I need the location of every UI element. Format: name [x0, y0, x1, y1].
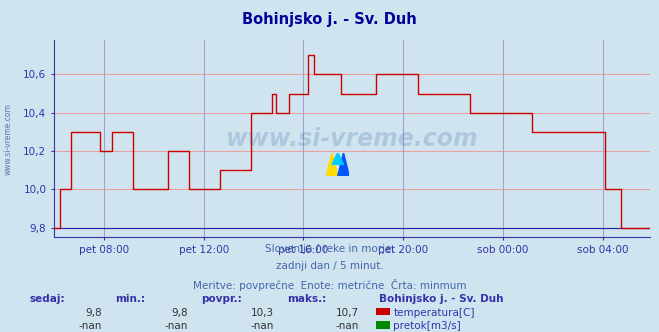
- Text: 9,8: 9,8: [86, 308, 102, 318]
- Text: povpr.:: povpr.:: [201, 294, 242, 304]
- Text: min.:: min.:: [115, 294, 146, 304]
- Text: www.si-vreme.com: www.si-vreme.com: [4, 104, 13, 175]
- Text: -nan: -nan: [79, 321, 102, 331]
- Text: -nan: -nan: [165, 321, 188, 331]
- Text: temperatura[C]: temperatura[C]: [393, 308, 475, 318]
- Polygon shape: [338, 153, 349, 176]
- Text: Slovenija / reke in morje.: Slovenija / reke in morje.: [264, 244, 395, 254]
- Text: pretok[m3/s]: pretok[m3/s]: [393, 321, 461, 331]
- Text: zadnji dan / 5 minut.: zadnji dan / 5 minut.: [275, 261, 384, 271]
- Text: 10,3: 10,3: [250, 308, 273, 318]
- Text: www.si-vreme.com: www.si-vreme.com: [226, 126, 478, 151]
- Text: maks.:: maks.:: [287, 294, 326, 304]
- Text: 10,7: 10,7: [336, 308, 359, 318]
- Text: 9,8: 9,8: [171, 308, 188, 318]
- Text: Bohinjsko j. - Sv. Duh: Bohinjsko j. - Sv. Duh: [242, 12, 417, 27]
- Polygon shape: [326, 153, 338, 176]
- Text: Bohinjsko j. - Sv. Duh: Bohinjsko j. - Sv. Duh: [379, 294, 503, 304]
- Text: sedaj:: sedaj:: [30, 294, 65, 304]
- Polygon shape: [332, 153, 343, 164]
- Text: Meritve: povprečne  Enote: metrične  Črta: minmum: Meritve: povprečne Enote: metrične Črta:…: [192, 279, 467, 290]
- Text: -nan: -nan: [250, 321, 273, 331]
- Text: -nan: -nan: [336, 321, 359, 331]
